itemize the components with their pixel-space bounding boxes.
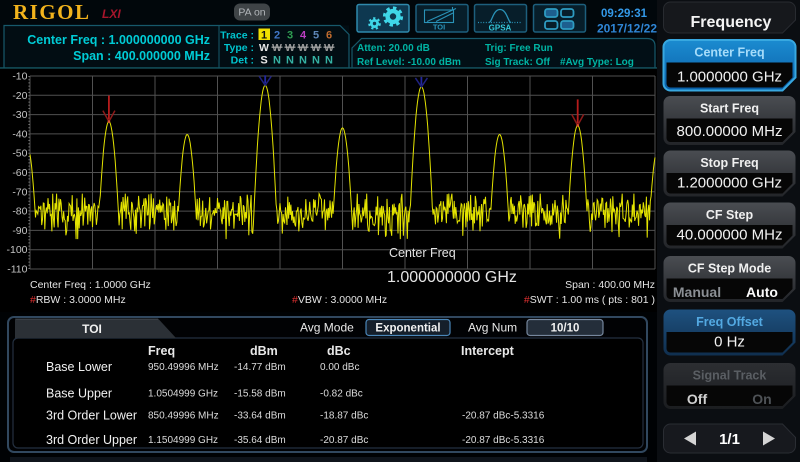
svg-text:Center Freq: Center Freq xyxy=(694,46,764,60)
svg-text:0 Hz: 0 Hz xyxy=(714,334,745,351)
svg-text:#VBW : 3.0000 MHz: #VBW : 3.0000 MHz xyxy=(292,294,387,306)
svg-text:Manual: Manual xyxy=(673,284,721,300)
svg-text:dBm: dBm xyxy=(250,344,278,358)
svg-text:N: N xyxy=(299,55,307,67)
svg-text:-50: -50 xyxy=(12,148,27,160)
svg-text:TOI: TOI xyxy=(433,23,445,32)
svg-text:5: 5 xyxy=(313,30,319,42)
svg-text:Center Freq : 1.0000 GHz: Center Freq : 1.0000 GHz xyxy=(30,279,151,291)
svg-text:W: W xyxy=(298,42,308,54)
svg-text:Ref Level: -10.00 dBm: Ref Level: -10.00 dBm xyxy=(357,57,461,68)
svg-text:N: N xyxy=(286,55,294,67)
svg-text:Base Upper: Base Upper xyxy=(46,387,112,401)
svg-text:-80: -80 xyxy=(12,206,27,218)
svg-text:-70: -70 xyxy=(12,186,27,198)
svg-text:W: W xyxy=(324,42,334,54)
svg-text:-100: -100 xyxy=(6,244,27,256)
svg-text:RIGOL: RIGOL xyxy=(13,0,91,24)
svg-text:Auto: Auto xyxy=(746,284,778,300)
svg-text:-18.87 dBc: -18.87 dBc xyxy=(320,411,368,422)
svg-text:10/10: 10/10 xyxy=(551,323,580,335)
svg-text:Freq: Freq xyxy=(148,344,175,358)
svg-text:3rd Order Upper: 3rd Order Upper xyxy=(46,433,137,447)
svg-text:TOI: TOI xyxy=(82,322,102,336)
svg-text:2: 2 xyxy=(274,30,280,42)
svg-text:-20.87 dBc: -20.87 dBc xyxy=(320,435,368,446)
svg-text:40.000000 MHz: 40.000000 MHz xyxy=(677,227,783,244)
svg-text:Signal Track: Signal Track xyxy=(693,369,767,383)
svg-text:Base Lower: Base Lower xyxy=(46,360,112,374)
svg-text:CF Step: CF Step xyxy=(706,208,754,222)
svg-text:#SWT : 1.00 ms ( pts : 801 ): #SWT : 1.00 ms ( pts : 801 ) xyxy=(524,294,655,306)
svg-text:-30: -30 xyxy=(12,109,27,121)
svg-text:2017/12/22: 2017/12/22 xyxy=(597,22,657,36)
svg-text:Stop Freq: Stop Freq xyxy=(700,156,758,170)
svg-text:Freq Offset: Freq Offset xyxy=(696,315,764,329)
svg-text:Type :: Type : xyxy=(224,42,254,54)
svg-text:-110: -110 xyxy=(7,264,27,276)
svg-text:Intercept: Intercept xyxy=(461,344,515,358)
svg-text:-20: -20 xyxy=(12,90,27,102)
svg-text:1.0000000 GHz: 1.0000000 GHz xyxy=(677,69,782,86)
svg-text:6: 6 xyxy=(326,30,332,42)
svg-text:W: W xyxy=(259,42,269,54)
svg-text:1/1: 1/1 xyxy=(719,431,740,448)
svg-text:-20.87 dBc-5.3316: -20.87 dBc-5.3316 xyxy=(462,411,545,422)
svg-text:-33.64 dBm: -33.64 dBm xyxy=(234,411,286,422)
svg-text:800.00000 MHz: 800.00000 MHz xyxy=(677,123,783,140)
svg-text:-20.87 dBc-5.3316: -20.87 dBc-5.3316 xyxy=(462,435,545,446)
svg-text:Trace :: Trace : xyxy=(220,30,254,42)
svg-text:GPSA: GPSA xyxy=(489,24,512,33)
svg-text:Center Freq: Center Freq xyxy=(389,246,456,260)
svg-text:-10: -10 xyxy=(12,71,27,83)
svg-text:-35.64 dBm: -35.64 dBm xyxy=(234,435,286,446)
svg-text:1: 1 xyxy=(261,30,267,42)
svg-text:W: W xyxy=(311,42,321,54)
svg-text:09:29:31: 09:29:31 xyxy=(601,8,648,20)
svg-text:Off: Off xyxy=(687,391,708,407)
svg-text:W: W xyxy=(285,42,295,54)
svg-text:-14.77 dBm: -14.77 dBm xyxy=(234,362,286,373)
svg-text:-40: -40 xyxy=(12,128,27,140)
svg-text:Center Freq : 1.000000000 GHz: Center Freq : 1.000000000 GHz xyxy=(27,33,210,47)
svg-text:#RBW : 3.0000 MHz: #RBW : 3.0000 MHz xyxy=(30,294,126,306)
svg-text:Exponential: Exponential xyxy=(375,323,440,335)
svg-text:0.00 dBc: 0.00 dBc xyxy=(320,362,359,373)
svg-text:3rd Order Lower: 3rd Order Lower xyxy=(46,409,137,423)
svg-text:1.000000000 GHz: 1.000000000 GHz xyxy=(387,269,517,286)
svg-text:N: N xyxy=(325,55,333,67)
svg-text:Det :: Det : xyxy=(231,55,254,67)
svg-text:Avg Mode: Avg Mode xyxy=(300,321,354,335)
svg-text:dBc: dBc xyxy=(327,344,351,358)
svg-text:Start Freq: Start Freq xyxy=(700,102,759,116)
svg-text:Span : 400.00 MHz: Span : 400.00 MHz xyxy=(565,279,655,291)
svg-text:PA on: PA on xyxy=(238,7,265,19)
svg-text:Trig: Free Run: Trig: Free Run xyxy=(485,43,553,54)
svg-text:-60: -60 xyxy=(12,167,27,179)
svg-text:On: On xyxy=(752,391,771,407)
svg-text:Frequency: Frequency xyxy=(691,14,772,31)
svg-text:LXI: LXI xyxy=(102,7,121,21)
svg-text:-90: -90 xyxy=(12,225,27,237)
svg-text:1.1504999 GHz: 1.1504999 GHz xyxy=(148,435,218,446)
svg-text:W: W xyxy=(272,42,282,54)
svg-text:CF Step Mode: CF Step Mode xyxy=(688,262,771,276)
svg-text:3: 3 xyxy=(287,30,293,42)
svg-text:Avg Num: Avg Num xyxy=(468,321,517,335)
svg-text:-15.58 dBm: -15.58 dBm xyxy=(234,389,286,400)
svg-text:S: S xyxy=(260,55,267,67)
svg-text:N: N xyxy=(312,55,320,67)
svg-text:N: N xyxy=(273,55,281,67)
svg-text:#Avg Type: Log: #Avg Type: Log xyxy=(560,57,634,68)
svg-text:Atten: 20.00 dB: Atten: 20.00 dB xyxy=(357,43,430,54)
svg-text:-0.82 dBc: -0.82 dBc xyxy=(320,389,363,400)
svg-text:1.2000000 GHz: 1.2000000 GHz xyxy=(677,175,782,192)
svg-text:1.0504999 GHz: 1.0504999 GHz xyxy=(148,389,218,400)
svg-text:Span : 400.000000 MHz: Span : 400.000000 MHz xyxy=(73,49,210,63)
svg-text:4: 4 xyxy=(300,30,307,42)
svg-text:950.49996 MHz: 950.49996 MHz xyxy=(148,362,219,373)
svg-text:Sig Track: Off: Sig Track: Off xyxy=(485,57,551,68)
svg-text:850.49996 MHz: 850.49996 MHz xyxy=(148,411,219,422)
